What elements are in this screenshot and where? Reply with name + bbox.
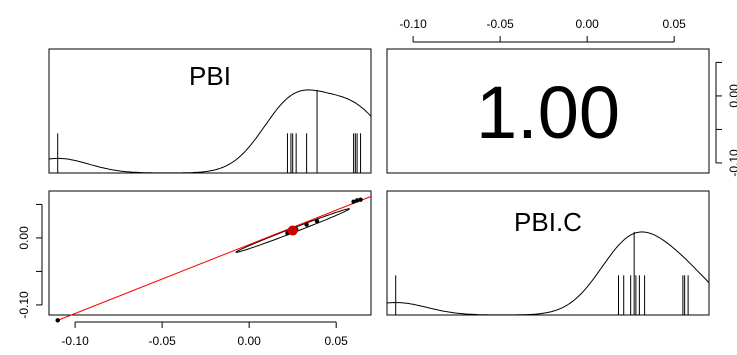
top-axis: -0.10 -0.05 0.00 0.05 <box>399 17 687 43</box>
left-axis: -0.10 0.00 <box>17 203 43 319</box>
fit-line <box>57 195 372 321</box>
top-axis-tick-label: -0.05 <box>486 17 514 31</box>
top-axis-tick-label: -0.10 <box>399 17 427 31</box>
panel-scatter <box>48 190 372 323</box>
scatter-point <box>354 198 360 203</box>
correlation-ellipse <box>235 208 351 253</box>
scatter-point <box>304 222 309 227</box>
bottom-axis-tick-label: -0.05 <box>148 334 176 348</box>
top-axis-tick-label: 0.00 <box>575 17 599 31</box>
correlation-value: 1.00 <box>476 71 620 154</box>
right-axis: -0.10 0.00 <box>715 61 737 177</box>
panel-frame <box>386 48 710 174</box>
left-axis-tick-label: -0.10 <box>17 291 31 319</box>
density-curve <box>48 89 372 174</box>
bottom-axis-tick-label: 0.05 <box>325 334 349 348</box>
panel-frame <box>386 190 710 316</box>
density-curve <box>386 231 710 316</box>
panel-pbi-density: PBI <box>48 48 372 174</box>
bottom-axis: -0.10 -0.05 0.00 0.05 <box>61 321 349 348</box>
panel-correlation: 1.00 <box>386 48 710 174</box>
right-axis-tick-label: -0.10 <box>727 149 737 177</box>
scatter-point <box>314 218 320 224</box>
top-axis-tick-label: 0.05 <box>663 17 687 31</box>
scatter-point <box>358 197 363 202</box>
scatter-point <box>55 318 60 323</box>
panel-pbic-density: PBI.C <box>386 190 710 316</box>
panel-frame <box>48 190 372 316</box>
pbi-label: PBI <box>189 61 231 91</box>
pbic-label: PBI.C <box>514 207 582 237</box>
panel-frame <box>48 48 372 174</box>
scatter-point <box>351 199 356 204</box>
bottom-axis-tick-label: -0.10 <box>61 334 89 348</box>
right-axis-tick-label: 0.00 <box>727 84 737 108</box>
mean-point <box>287 225 298 236</box>
left-axis-tick-label: 0.00 <box>17 226 31 250</box>
bottom-axis-tick-label: 0.00 <box>237 334 261 348</box>
